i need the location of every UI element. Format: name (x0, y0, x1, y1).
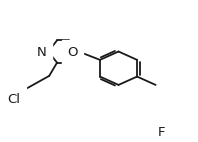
Text: O: O (67, 46, 78, 59)
Text: Cl: Cl (8, 93, 21, 106)
Text: N: N (37, 46, 46, 59)
Text: F: F (158, 126, 165, 139)
